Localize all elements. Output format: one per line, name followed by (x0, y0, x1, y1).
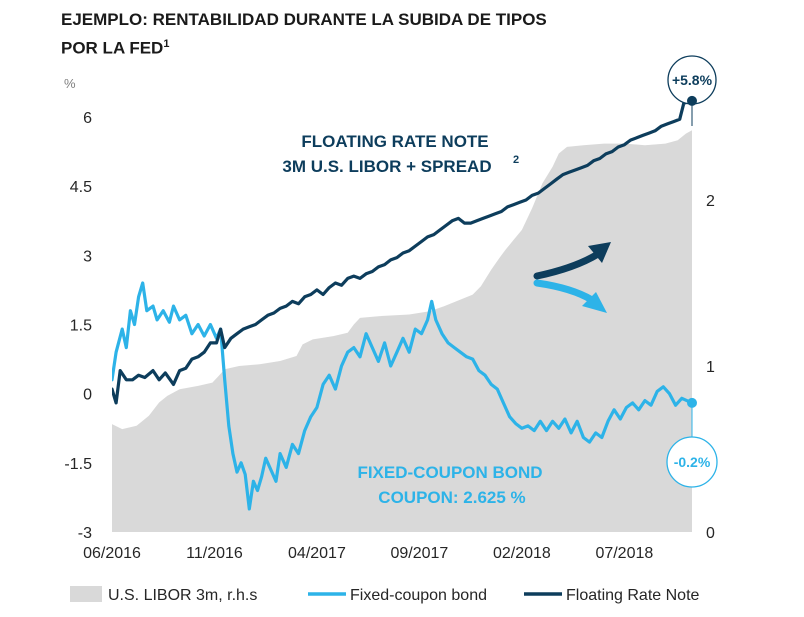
end-markers-layer (687, 95, 697, 408)
chart-title: EJEMPLO: RENTABILIDAD DURANTE LA SUBIDA … (61, 8, 547, 61)
series-line-floating-rate-note (112, 99, 694, 405)
frn-label-line-1: FLOATING RATE NOTE (301, 132, 488, 151)
end-marker-floating-rate-note (687, 95, 697, 106)
x-tick-label: 07/2018 (595, 545, 653, 562)
y-right-tick-label: 0 (706, 525, 715, 542)
legend-label: U.S. LIBOR 3m, r.h.s (108, 587, 257, 604)
frn-label-line-2: 3M U.S. LIBOR + SPREAD (282, 157, 491, 176)
rising-trend-arrow (533, 242, 611, 280)
y-left-tick-label: 1.5 (70, 318, 92, 335)
bond-label-line-1: FIXED-COUPON BOND (357, 463, 542, 482)
x-tick-label: 06/2016 (83, 545, 141, 562)
title-footnote-marker: 1 (163, 38, 170, 50)
frn-label-footnote: 2 (513, 154, 519, 166)
bond-label-line-2: COUPON: 2.625 % (378, 488, 525, 507)
x-tick-label: 11/2016 (186, 545, 243, 562)
x-tick-label: 04/2017 (288, 545, 346, 562)
y-right-tick-label: 2 (706, 193, 715, 210)
legend-label: Floating Rate Note (566, 587, 700, 604)
series-lines-layer (112, 99, 694, 511)
series-line-fixed-coupon-bond (112, 281, 694, 511)
y-left-tick-label: 4.5 (70, 179, 92, 196)
title-line-2: POR LA FED1 (61, 32, 547, 61)
y-left-tick-label: 0 (83, 387, 92, 404)
legend-label: Fixed-coupon bond (350, 587, 487, 604)
frn-end-value: +5.8% (672, 72, 713, 88)
y-left-tick-label: -1.5 (64, 456, 92, 473)
axes: 6 4.5 3 1.5 0 -1.5 -3 2 1 0 06/2016 11/2016 04/2017 0… (64, 110, 715, 562)
x-tick-label: 09/2017 (390, 545, 448, 562)
y-left-tick-label: 6 (83, 110, 92, 127)
x-tick-label: 02/2018 (493, 545, 551, 562)
y-left-tick-label: -3 (78, 525, 92, 542)
y-axis-unit: % (64, 76, 76, 91)
bond-end-value-bubble (666, 436, 718, 488)
y-right-tick-label: 1 (706, 359, 715, 376)
title-line-2-text: POR LA FED (61, 38, 164, 58)
bond-end-value: -0.2% (674, 454, 711, 470)
falling-trend-arrow (533, 279, 607, 313)
legend: U.S. LIBOR 3m, r.h.s Fixed-coupon bond Flo… (70, 586, 700, 604)
y-left-tick-label: 3 (83, 248, 92, 265)
title-line-1: EJEMPLO: RENTABILIDAD DURANTE LA SUBIDA … (61, 10, 547, 29)
legend-swatch-area (70, 586, 102, 602)
end-marker-fixed-coupon-bond (687, 397, 697, 408)
